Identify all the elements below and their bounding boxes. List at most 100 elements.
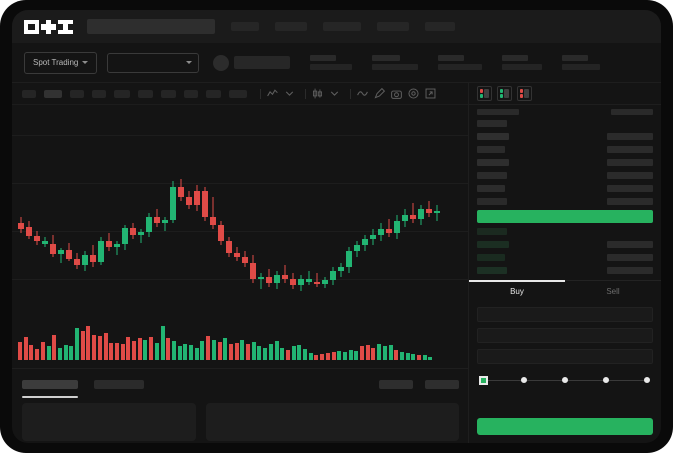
nav-item-2[interactable] (275, 22, 307, 31)
orderbook-bid-row[interactable] (469, 238, 661, 251)
slider-stop-100[interactable] (643, 377, 650, 383)
tab-buy[interactable]: Buy (469, 280, 565, 301)
volume-bar (371, 347, 376, 360)
chevron-down-icon[interactable] (283, 87, 296, 100)
indicator-icon[interactable] (356, 87, 369, 100)
volume-bar (206, 336, 211, 360)
volume-bar (120, 344, 125, 360)
logo-glyph-o (24, 19, 39, 34)
orderbook-mode-bids-icon[interactable] (497, 86, 512, 101)
orderbook-mode-both-icon[interactable] (477, 86, 492, 101)
timeframe-1[interactable] (22, 89, 36, 98)
fullscreen-icon[interactable] (424, 87, 437, 100)
nav-item-3[interactable] (323, 22, 361, 31)
candle-wick (412, 203, 414, 223)
tab-order-history[interactable] (94, 380, 144, 389)
volume-bar (52, 335, 57, 360)
tab-open-orders[interactable] (22, 380, 78, 398)
orderbook-ask-row[interactable] (469, 143, 661, 156)
volume-bar (35, 348, 40, 360)
slider-handle[interactable] (479, 376, 488, 385)
logo-glyph-x (58, 19, 73, 34)
pair-select[interactable] (107, 52, 200, 73)
candlestick-icon[interactable] (311, 87, 324, 100)
timeframe-5[interactable] (114, 89, 130, 98)
stat-24h-low-label (502, 55, 529, 61)
orderbook-mode-asks-icon[interactable] (517, 86, 532, 101)
candle (210, 105, 216, 310)
trading-mode-button[interactable]: Spot Trading (24, 51, 98, 74)
orderbook-column-headers (469, 105, 661, 117)
slider-stop-25[interactable] (521, 377, 528, 383)
order-price-field[interactable] (477, 307, 653, 322)
timeframe-7[interactable] (161, 89, 176, 98)
orderbook-bid-row[interactable] (469, 251, 661, 264)
line-chart-icon[interactable] (266, 87, 279, 100)
orderbook-ask-row-price (477, 159, 509, 166)
submit-order-button[interactable] (477, 418, 653, 435)
orderbook-ask-row[interactable] (469, 169, 661, 182)
orderbook-bid-row-price (477, 228, 507, 235)
timeframe-8[interactable] (184, 89, 198, 98)
pencil-icon[interactable] (373, 87, 386, 100)
search-input[interactable] (87, 19, 215, 34)
orderbook-ask-row[interactable] (469, 182, 661, 195)
price-candlestick-chart[interactable] (12, 105, 469, 310)
volume-bar (280, 347, 285, 360)
slider-stop-50[interactable] (562, 377, 568, 383)
settings-gear-icon[interactable] (407, 87, 420, 100)
orderbook-asks[interactable] (469, 117, 661, 208)
bottom-action-1[interactable] (379, 380, 413, 389)
candle-body (298, 279, 304, 285)
orderbook-ask-row[interactable] (469, 195, 661, 208)
candle (322, 105, 328, 310)
timeframe-9[interactable] (206, 89, 221, 98)
camera-icon[interactable] (390, 87, 403, 100)
timeframe-10[interactable] (229, 89, 247, 98)
candle (274, 105, 280, 310)
candle (138, 105, 144, 310)
orderbook-ask-row[interactable] (469, 156, 661, 169)
nav-item-5[interactable] (425, 22, 455, 31)
orderbook-bid-row-price (477, 267, 507, 274)
timeframe-4[interactable] (92, 89, 106, 98)
nav-item-1[interactable] (231, 22, 259, 31)
timeframe-2[interactable] (44, 89, 62, 98)
volume-bar (18, 341, 22, 360)
candle-body (154, 217, 160, 223)
okx-logo[interactable] (24, 19, 73, 34)
orderbook-bids[interactable] (469, 225, 661, 277)
candle (258, 105, 264, 310)
bottom-action-2[interactable] (425, 380, 459, 389)
orderbook-bid-row[interactable] (469, 264, 661, 277)
candle (170, 105, 176, 310)
volume-bar (149, 337, 154, 360)
stat-24h-change-value (372, 64, 419, 70)
tab-sell[interactable]: Sell (606, 287, 620, 296)
volume-bar (388, 345, 393, 360)
candle-wick (212, 197, 214, 229)
order-total-field[interactable] (477, 349, 653, 364)
chart-gridline (12, 231, 469, 232)
volume-bar (211, 339, 216, 360)
candle (194, 105, 200, 310)
chart-gridline (12, 135, 469, 136)
candle (226, 105, 232, 310)
order-amount-slider[interactable] (479, 376, 651, 386)
timeframe-3[interactable] (70, 89, 84, 98)
orderbook-bid-row[interactable] (469, 225, 661, 238)
orderbook-ask-row[interactable] (469, 130, 661, 143)
order-amount-field[interactable] (477, 328, 653, 343)
timeframe-6[interactable] (138, 89, 153, 98)
volume-bar (428, 356, 433, 360)
slider-stop-75[interactable] (602, 377, 609, 383)
volume-bar (137, 338, 142, 360)
candle-body (114, 244, 120, 247)
orderbook-ask-row[interactable] (469, 117, 661, 130)
chevron-down-icon[interactable] (328, 87, 341, 100)
candle-body (402, 215, 408, 221)
volume-bar (223, 338, 228, 360)
candle-wick (316, 273, 318, 287)
chevron-down-icon (186, 61, 193, 64)
nav-item-4[interactable] (377, 22, 409, 31)
